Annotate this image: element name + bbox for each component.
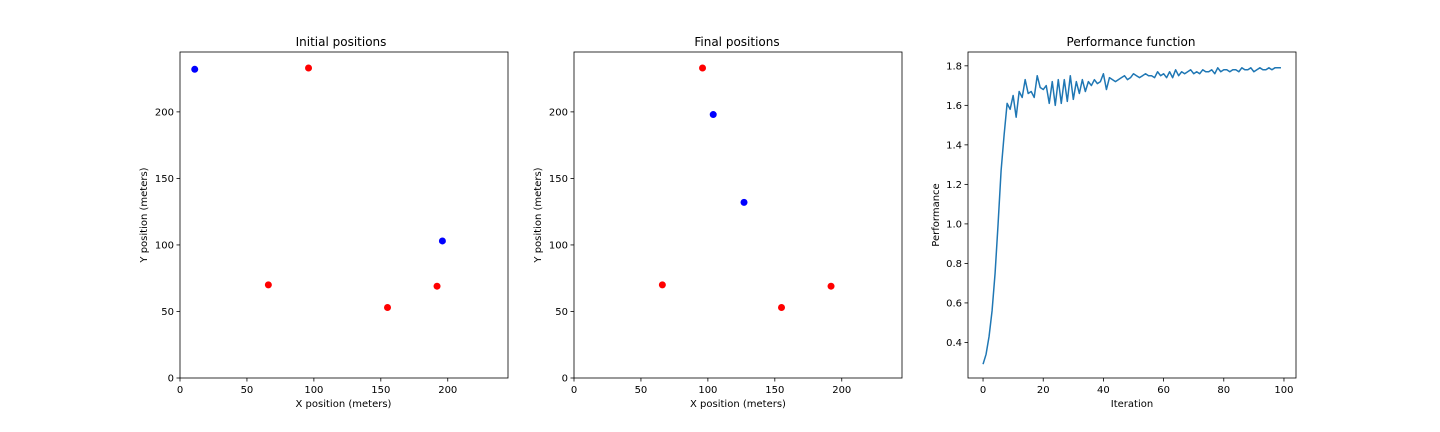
x-tick-label: 80 (1217, 385, 1230, 396)
panel-final-positions: Final positions X position (meters) Y po… (533, 35, 903, 410)
scatter-point (709, 111, 717, 119)
y-tick-label: 100 (155, 240, 174, 251)
y-tick-label: 200 (549, 107, 568, 118)
x-tick-label: 200 (438, 385, 457, 396)
scatter-point (384, 303, 392, 311)
scatter-point (778, 303, 786, 311)
x-tick-label: 50 (635, 385, 648, 396)
x-tick-label: 50 (241, 385, 254, 396)
x-tick-label: 0 (980, 385, 986, 396)
x-axis-label: X position (meters) (690, 399, 786, 410)
y-axis-label: Performance (931, 183, 942, 246)
y-tick-label: 1.6 (946, 101, 962, 112)
x-axis-label: X position (meters) (296, 399, 392, 410)
scatter-point (740, 198, 748, 206)
x-tick-label: 60 (1157, 385, 1170, 396)
axes-frame (179, 51, 509, 379)
x-tick-label: 100 (1274, 385, 1293, 396)
y-tick-label: 150 (549, 174, 568, 185)
x-tick-label: 20 (1037, 385, 1050, 396)
y-axis-label: Y position (meters) (139, 167, 150, 263)
chart-title: Final positions (694, 35, 779, 49)
x-tick-label: 40 (1097, 385, 1110, 396)
x-tick-label: 0 (177, 385, 183, 396)
y-tick-label: 150 (155, 174, 174, 185)
x-tick-label: 200 (832, 385, 851, 396)
y-tick-label: 0 (562, 374, 568, 385)
x-tick-label: 150 (765, 385, 784, 396)
y-tick-label: 1.4 (946, 140, 962, 151)
x-tick-label: 0 (571, 385, 577, 396)
chart-title: Initial positions (296, 35, 387, 49)
axes-frame (967, 51, 1297, 379)
axes-frame (573, 51, 903, 379)
scatter-point (827, 282, 835, 290)
scatter-point (305, 64, 313, 72)
y-axis-label: Y position (meters) (533, 167, 544, 263)
y-tick-label: 0.8 (946, 259, 962, 270)
scatter-point (264, 281, 272, 289)
x-tick-label: 100 (698, 385, 717, 396)
y-tick-label: 50 (161, 307, 174, 318)
y-tick-label: 0.6 (946, 298, 962, 309)
y-tick-label: 50 (555, 307, 568, 318)
scatter-point (433, 282, 441, 290)
y-tick-label: 0 (168, 374, 174, 385)
scatter-point (658, 281, 666, 289)
scatter-point (191, 65, 199, 73)
y-tick-label: 1.8 (946, 61, 962, 72)
series-line (982, 67, 1281, 365)
y-tick-label: 1.2 (946, 180, 962, 191)
x-tick-label: 100 (304, 385, 323, 396)
scatter-point (438, 237, 446, 245)
y-tick-label: 0.4 (946, 338, 962, 349)
panel-initial-positions: Initial positions X position (meters) Y … (139, 35, 509, 410)
panel-performance-function: Performance function Iteration Performan… (931, 35, 1297, 410)
y-tick-label: 100 (549, 240, 568, 251)
y-tick-label: 1.0 (946, 219, 962, 230)
y-tick-label: 200 (155, 107, 174, 118)
chart-title: Performance function (1067, 35, 1196, 49)
x-tick-label: 150 (371, 385, 390, 396)
scatter-point (699, 64, 707, 72)
x-axis-label: Iteration (1111, 399, 1153, 410)
